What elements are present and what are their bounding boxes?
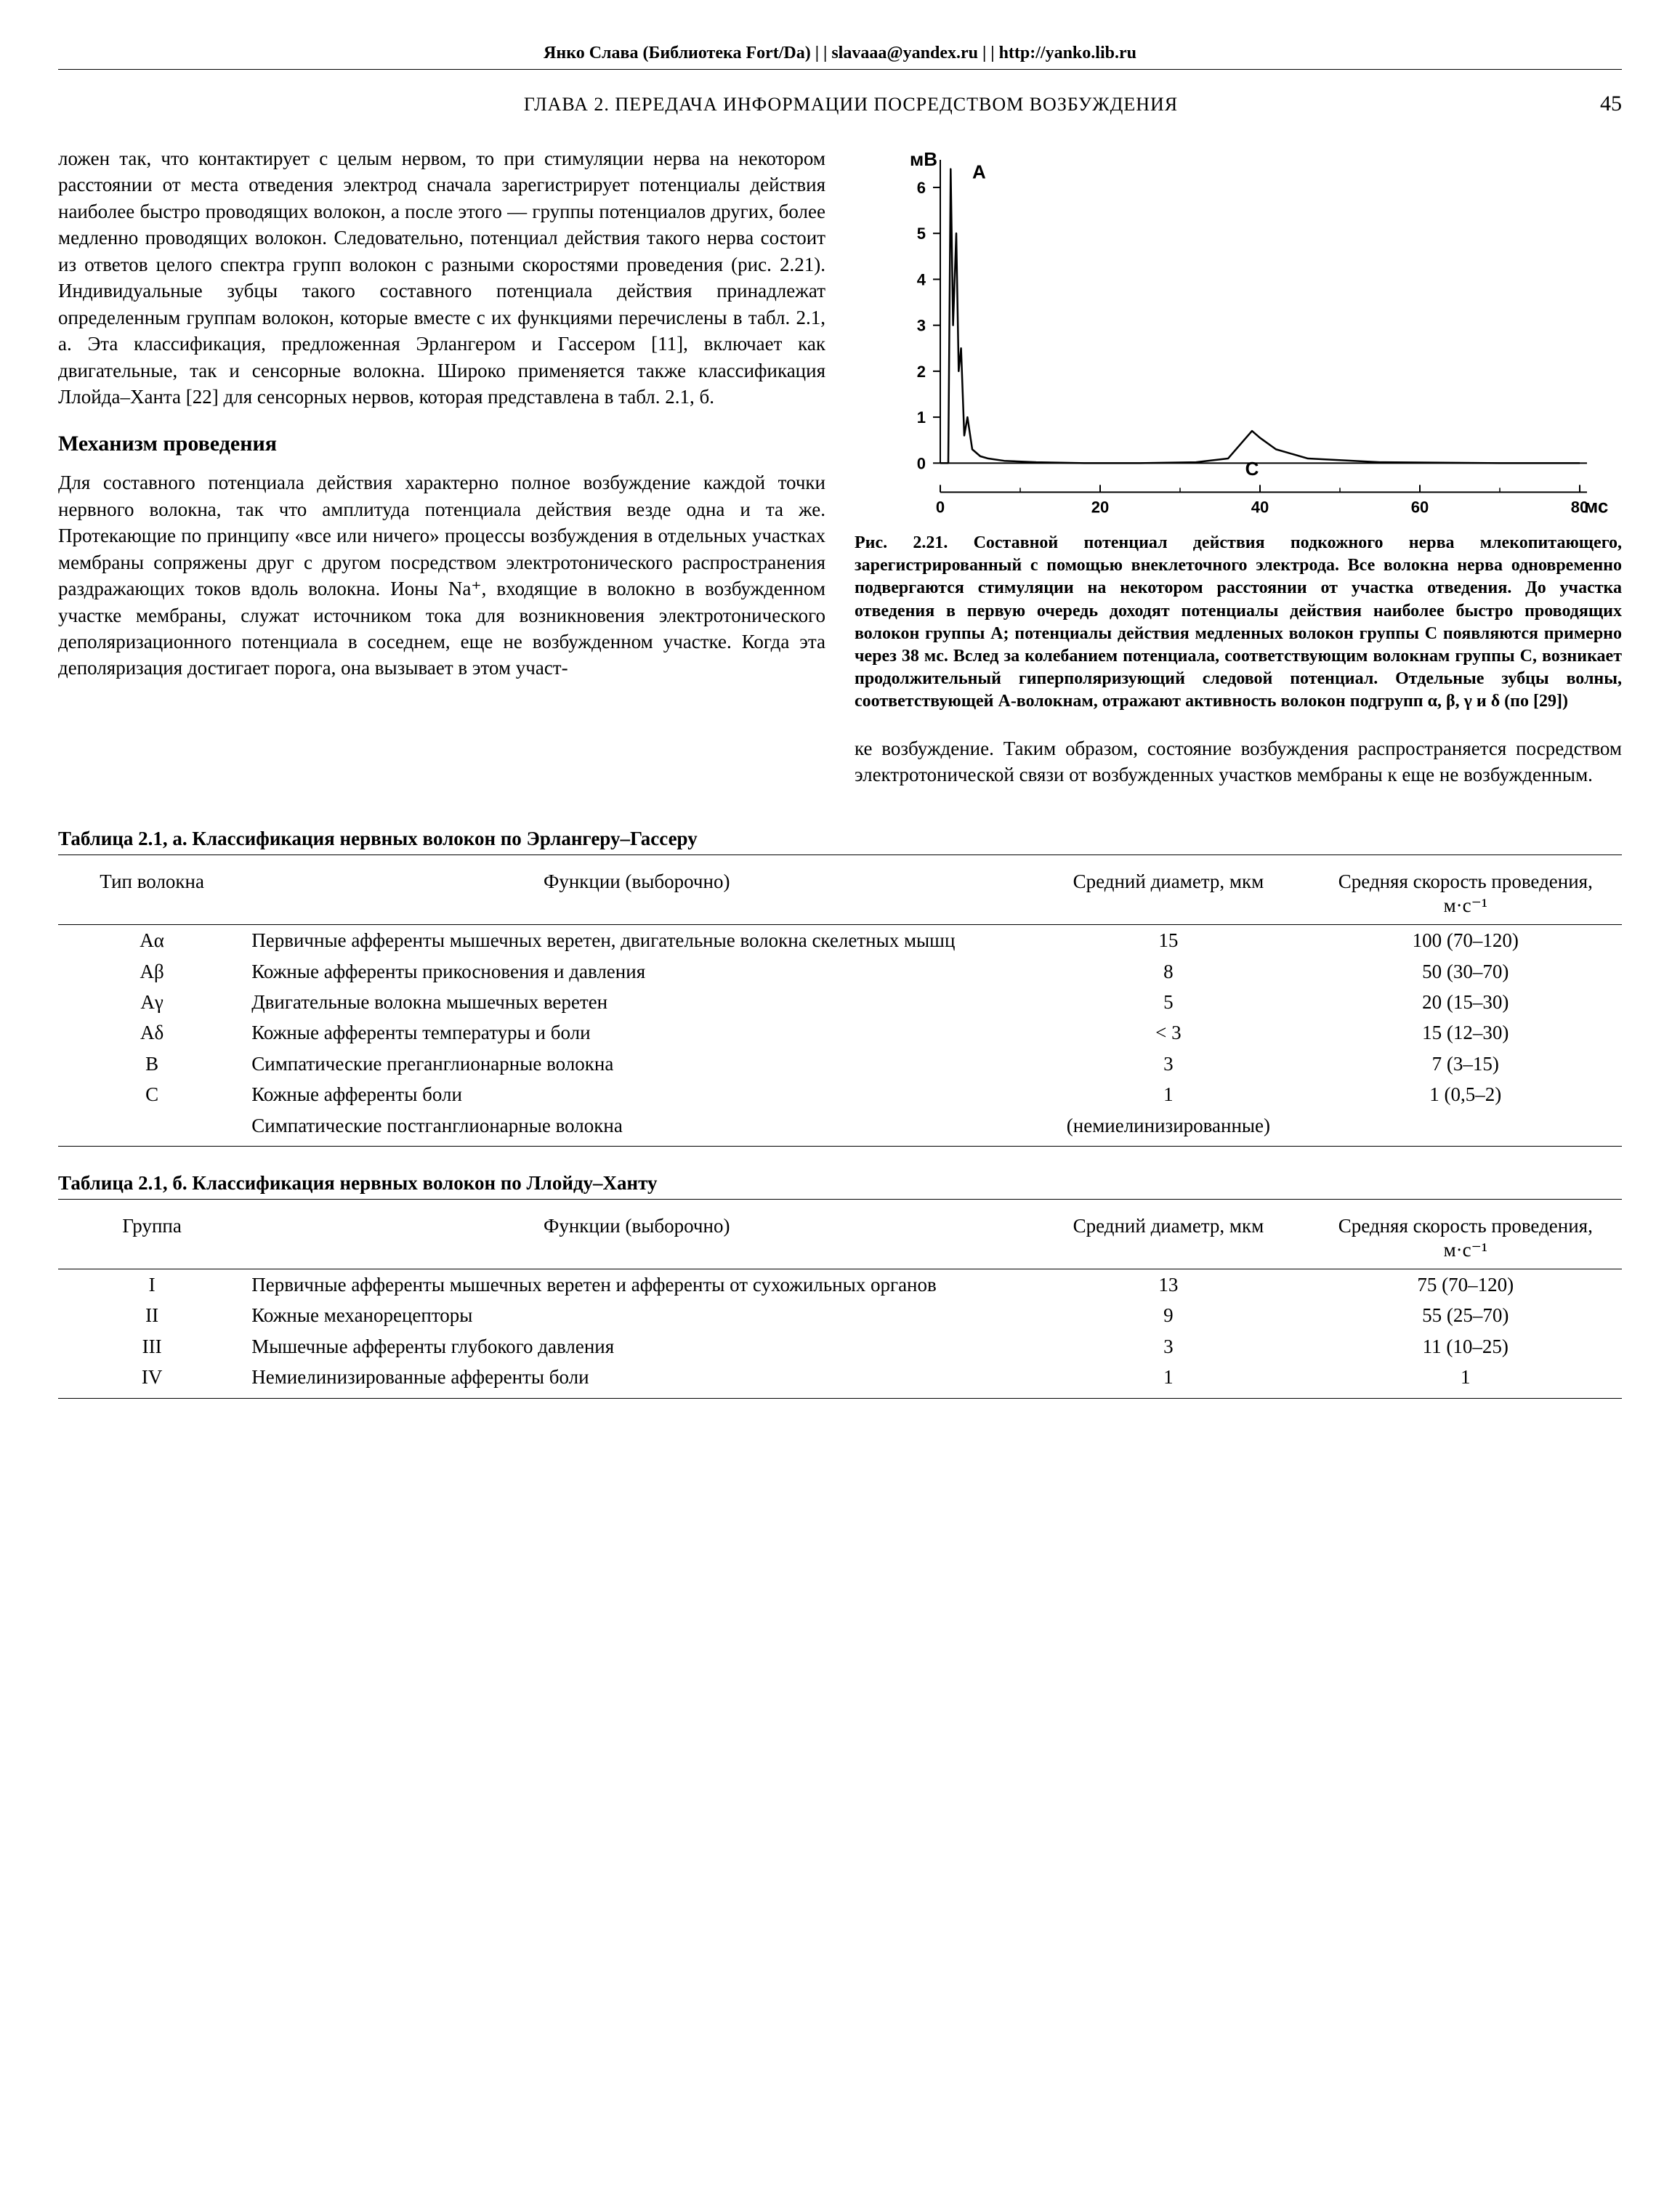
paragraph-2: Для составного потенциала действия харак… [58,469,825,682]
cell-vel: 7 (3–15) [1309,1049,1622,1079]
table-a: Тип волокна Функции (выборочно) Средний … [58,862,1622,1147]
cell-func: Кожные афференты температуры и боли [246,1017,1027,1048]
cell-func: Немиелинизированные афференты боли [246,1362,1027,1398]
cell-func: Кожные афференты прикосновения и давлени… [246,956,1027,987]
svg-text:2: 2 [917,363,926,381]
cell-func: Кожные афференты боли [246,1079,1027,1110]
table-row: АβКожные афференты прикосновения и давле… [58,956,1622,987]
svg-text:60: 60 [1411,498,1429,516]
cell-type: Аδ [58,1017,246,1048]
cell-vel [1309,1110,1622,1147]
compound-action-potential-chart: 0123456020406080мВмсАС [855,145,1622,523]
table-row: АαПервичные афференты мышечных веретен, … [58,925,1622,956]
cell-vel: 1 [1309,1362,1622,1398]
cell-func: Мышечные афференты глубокого давления [246,1331,1027,1362]
site-header: Янко Слава (Библиотека Fort/Da) | | slav… [58,44,1622,70]
figure-caption: Рис. 2.21. Составной потенциал действия … [855,532,1622,714]
cell-vel: 75 (70–120) [1309,1269,1622,1301]
cell-diam: 5 [1027,987,1309,1017]
table-row: IПервичные афференты мышечных веретен и … [58,1269,1622,1301]
cell-func: Двигательные волокна мышечных веретен [246,987,1027,1017]
table-b: Группа Функции (выборочно) Средний диаме… [58,1207,1622,1399]
cell-type: В [58,1049,246,1079]
svg-text:5: 5 [917,225,926,243]
table-b-title: Таблица 2.1, б. Классификация нервных во… [58,1172,1622,1200]
cell-vel: 15 (12–30) [1309,1017,1622,1048]
th-diam: Средний диаметр, мкм [1027,862,1309,924]
figure-caption-text: Составной потенциал действия подкожного … [855,533,1622,711]
subheading-mechanism: Механизм проведения [58,432,825,456]
table-row: СКожные афференты боли11 (0,5–2) [58,1079,1622,1110]
figure-label: Рис. 2.21. [855,533,948,552]
cell-diam: 9 [1027,1300,1309,1330]
cell-diam: 13 [1027,1269,1309,1301]
cell-vel: 55 (25–70) [1309,1300,1622,1330]
right-column: 0123456020406080мВмсАС Рис. 2.21. Состав… [855,145,1622,802]
svg-text:40: 40 [1251,498,1269,516]
cell-diam: 8 [1027,956,1309,987]
cell-type: I [58,1269,246,1301]
svg-text:0: 0 [936,498,945,516]
chapter-title: ГЛАВА 2. ПЕРЕДАЧА ИНФОРМАЦИИ ПОСРЕДСТВОМ… [102,94,1600,116]
svg-text:1: 1 [917,408,926,427]
th-type: Тип волокна [58,862,246,924]
table-row: АδКожные афференты температуры и боли< 3… [58,1017,1622,1048]
svg-text:0: 0 [917,454,926,472]
table-row: Симпатические постганглионарные волокна(… [58,1110,1622,1147]
paragraph-right-bottom: ке возбуждение. Таким образом, состояние… [855,735,1622,788]
cell-diam: 3 [1027,1049,1309,1079]
svg-text:А: А [972,161,986,182]
cell-type: II [58,1300,246,1330]
svg-text:20: 20 [1091,498,1109,516]
table-row: АγДвигательные волокна мышечных веретен5… [58,987,1622,1017]
table-row: ВСимпатические преганглионарные волокна3… [58,1049,1622,1079]
cell-func: Кожные механорецепторы [246,1300,1027,1330]
cell-diam: 1 [1027,1362,1309,1398]
cell-diam: < 3 [1027,1017,1309,1048]
svg-text:3: 3 [917,317,926,335]
cell-vel: 100 (70–120) [1309,925,1622,956]
svg-text:мс: мс [1584,495,1608,517]
table-a-title: Таблица 2.1, а. Классификация нервных во… [58,828,1622,855]
cell-vel: 11 (10–25) [1309,1331,1622,1362]
th-vel: Средняя скорость проведения, м·с⁻¹ [1309,862,1622,924]
cell-func: Первичные афференты мышечных веретен, дв… [246,925,1027,956]
cell-type: Аα [58,925,246,956]
cell-type: Аβ [58,956,246,987]
svg-text:6: 6 [917,179,926,197]
table-row: IIIМышечные афференты глубокого давления… [58,1331,1622,1362]
th-group: Группа [58,1207,246,1269]
paragraph-1: ложен так, что контактирует с целым нерв… [58,145,825,410]
cell-type: III [58,1331,246,1362]
svg-text:мВ: мВ [910,148,937,170]
cell-diam: 3 [1027,1331,1309,1362]
cell-diam: (немиелинизированные) [1027,1110,1309,1147]
svg-text:С: С [1245,458,1259,480]
page-number: 45 [1600,92,1622,116]
cell-vel: 20 (15–30) [1309,987,1622,1017]
cell-vel: 1 (0,5–2) [1309,1079,1622,1110]
cell-func: Симпатические преганглионарные волокна [246,1049,1027,1079]
svg-text:4: 4 [917,270,926,288]
cell-diam: 15 [1027,925,1309,956]
cell-type: С [58,1079,246,1110]
cell-type [58,1110,246,1147]
th-diam-b: Средний диаметр, мкм [1027,1207,1309,1269]
th-vel-b: Средняя скорость проведения, м·с⁻¹ [1309,1207,1622,1269]
cell-type: IV [58,1362,246,1398]
th-func: Функции (выборочно) [246,862,1027,924]
th-func-b: Функции (выборочно) [246,1207,1027,1269]
left-column: ложен так, что контактирует с целым нерв… [58,145,825,802]
cell-vel: 50 (30–70) [1309,956,1622,987]
cell-func: Первичные афференты мышечных веретен и а… [246,1269,1027,1301]
table-row: IIКожные механорецепторы955 (25–70) [58,1300,1622,1330]
table-row: IVНемиелинизированные афференты боли11 [58,1362,1622,1398]
cell-diam: 1 [1027,1079,1309,1110]
cell-func: Симпатические постганглионарные волокна [246,1110,1027,1147]
cell-type: Аγ [58,987,246,1017]
